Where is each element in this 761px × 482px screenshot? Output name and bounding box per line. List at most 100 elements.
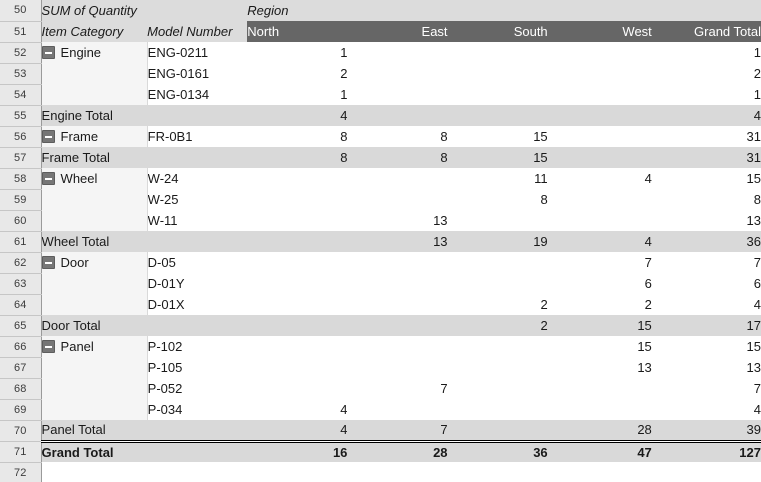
minus-square-icon[interactable] bbox=[41, 130, 55, 143]
value-cell-grand-total[interactable]: 4 bbox=[651, 105, 761, 126]
value-cell-south[interactable] bbox=[447, 105, 548, 126]
value-cell-east[interactable] bbox=[347, 357, 448, 378]
subtotal-label[interactable]: Panel Total bbox=[41, 420, 148, 441]
row-number-header[interactable]: 53 bbox=[0, 63, 42, 85]
row-number-header[interactable]: 64 bbox=[0, 294, 42, 316]
row-number-header[interactable]: 51 bbox=[0, 21, 42, 43]
value-cell-east[interactable] bbox=[347, 462, 448, 482]
subtotal-label[interactable]: Wheel Total bbox=[41, 231, 148, 252]
value-cell-west[interactable] bbox=[547, 105, 652, 126]
value-cell-grand-total[interactable]: 13 bbox=[651, 210, 761, 231]
value-cell-grand-total[interactable]: 17 bbox=[651, 315, 761, 336]
item-category-cell[interactable] bbox=[41, 63, 148, 84]
value-cell-east[interactable] bbox=[347, 168, 448, 189]
value-cell-grand-total[interactable]: 1 bbox=[651, 42, 761, 63]
row-field-header-model-number[interactable]: Model Number bbox=[147, 21, 248, 42]
column-header-west[interactable]: West bbox=[547, 21, 652, 42]
value-cell-east[interactable] bbox=[347, 252, 448, 273]
row-number-header[interactable]: 55 bbox=[0, 105, 42, 127]
value-cell-grand-total[interactable]: 2 bbox=[651, 63, 761, 84]
row-number-header[interactable]: 65 bbox=[0, 315, 42, 337]
item-category-cell[interactable]: Engine bbox=[41, 42, 148, 63]
row-number-header[interactable]: 61 bbox=[0, 231, 42, 253]
value-cell-east[interactable]: 7 bbox=[347, 378, 448, 399]
value-cell-grand-total[interactable]: 7 bbox=[651, 252, 761, 273]
model-number-cell[interactable]: ENG-0161 bbox=[147, 63, 248, 84]
value-cell-grand-total[interactable] bbox=[651, 462, 761, 482]
value-cell-south[interactable] bbox=[447, 378, 548, 399]
value-cell-grand-total[interactable]: 36 bbox=[651, 231, 761, 252]
value-cell-west[interactable] bbox=[547, 63, 652, 84]
item-category-cell[interactable] bbox=[41, 462, 148, 482]
value-cell-west[interactable]: 28 bbox=[547, 420, 652, 441]
value-cell-south[interactable] bbox=[447, 399, 548, 420]
row-number-header[interactable]: 62 bbox=[0, 252, 42, 274]
minus-square-icon[interactable] bbox=[41, 256, 55, 269]
row-number-header[interactable]: 56 bbox=[0, 126, 42, 148]
row-number-header[interactable]: 59 bbox=[0, 189, 42, 211]
value-cell-south[interactable] bbox=[447, 336, 548, 357]
row-number-header[interactable]: 70 bbox=[0, 420, 42, 442]
value-cell-west[interactable]: 6 bbox=[547, 273, 652, 294]
value-cell-grand-total[interactable]: 15 bbox=[651, 168, 761, 189]
value-cell-grand-total[interactable]: 31 bbox=[651, 126, 761, 147]
value-cell-north[interactable] bbox=[247, 231, 348, 252]
value-cell-north[interactable] bbox=[247, 273, 348, 294]
value-cell-east[interactable] bbox=[347, 315, 448, 336]
value-cell-south[interactable]: 2 bbox=[447, 315, 548, 336]
value-cell-north[interactable]: 4 bbox=[247, 105, 348, 126]
value-cell-south[interactable]: 15 bbox=[447, 126, 548, 147]
value-cell-north[interactable] bbox=[247, 378, 348, 399]
value-cell-grand-total[interactable]: 4 bbox=[651, 399, 761, 420]
item-category-cell[interactable] bbox=[41, 273, 148, 294]
value-cell-north[interactable]: 1 bbox=[247, 42, 348, 63]
value-cell-south[interactable]: 2 bbox=[447, 294, 548, 315]
value-cell-south[interactable] bbox=[447, 42, 548, 63]
subtotal-label[interactable]: Engine Total bbox=[41, 105, 148, 126]
value-cell-grand-total[interactable]: 8 bbox=[651, 189, 761, 210]
value-cell-north[interactable] bbox=[247, 210, 348, 231]
item-category-cell[interactable]: Wheel bbox=[41, 168, 148, 189]
row-number-header[interactable]: 58 bbox=[0, 168, 42, 190]
value-cell-east[interactable]: 8 bbox=[347, 126, 448, 147]
value-field-label[interactable]: SUM of Quantity bbox=[41, 0, 148, 21]
value-cell-east[interactable] bbox=[347, 273, 448, 294]
value-cell-east[interactable] bbox=[347, 84, 448, 105]
subtotal-label[interactable]: Door Total bbox=[41, 315, 148, 336]
value-cell-south[interactable] bbox=[447, 210, 548, 231]
model-number-cell[interactable] bbox=[147, 462, 248, 482]
value-cell-north[interactable]: 1 bbox=[247, 84, 348, 105]
subtotal-label[interactable]: Frame Total bbox=[41, 147, 148, 168]
value-cell-south[interactable] bbox=[447, 84, 548, 105]
model-number-cell[interactable]: ENG-0134 bbox=[147, 84, 248, 105]
value-cell-grand-total[interactable]: 6 bbox=[651, 273, 761, 294]
value-cell-west[interactable]: 47 bbox=[547, 439, 652, 462]
model-number-cell[interactable] bbox=[147, 420, 248, 441]
value-cell-east[interactable] bbox=[347, 336, 448, 357]
value-cell-south[interactable] bbox=[447, 273, 548, 294]
item-category-cell[interactable] bbox=[41, 294, 148, 315]
model-number-cell[interactable]: D-05 bbox=[147, 252, 248, 273]
column-field-label[interactable]: Region bbox=[247, 0, 761, 21]
value-cell-grand-total[interactable]: 4 bbox=[651, 294, 761, 315]
value-cell-south[interactable]: 19 bbox=[447, 231, 548, 252]
value-cell-north[interactable]: 4 bbox=[247, 420, 348, 441]
value-cell-grand-total[interactable]: 31 bbox=[651, 147, 761, 168]
item-category-cell[interactable] bbox=[41, 357, 148, 378]
value-cell-grand-total[interactable]: 127 bbox=[651, 439, 761, 462]
model-number-cell[interactable]: P-034 bbox=[147, 399, 248, 420]
row-number-header[interactable]: 57 bbox=[0, 147, 42, 169]
value-cell-north[interactable] bbox=[247, 336, 348, 357]
value-cell-north[interactable]: 8 bbox=[247, 126, 348, 147]
value-cell-north[interactable]: 8 bbox=[247, 147, 348, 168]
value-cell-east[interactable] bbox=[347, 399, 448, 420]
value-cell-grand-total[interactable]: 13 bbox=[651, 357, 761, 378]
value-cell-west[interactable]: 7 bbox=[547, 252, 652, 273]
row-number-header[interactable]: 68 bbox=[0, 378, 42, 400]
value-cell-east[interactable]: 7 bbox=[347, 420, 448, 441]
value-cell-north[interactable]: 2 bbox=[247, 63, 348, 84]
model-number-cell[interactable]: ENG-0211 bbox=[147, 42, 248, 63]
value-cell-grand-total[interactable]: 39 bbox=[651, 420, 761, 441]
minus-square-icon[interactable] bbox=[41, 46, 55, 59]
value-cell-west[interactable]: 15 bbox=[547, 315, 652, 336]
